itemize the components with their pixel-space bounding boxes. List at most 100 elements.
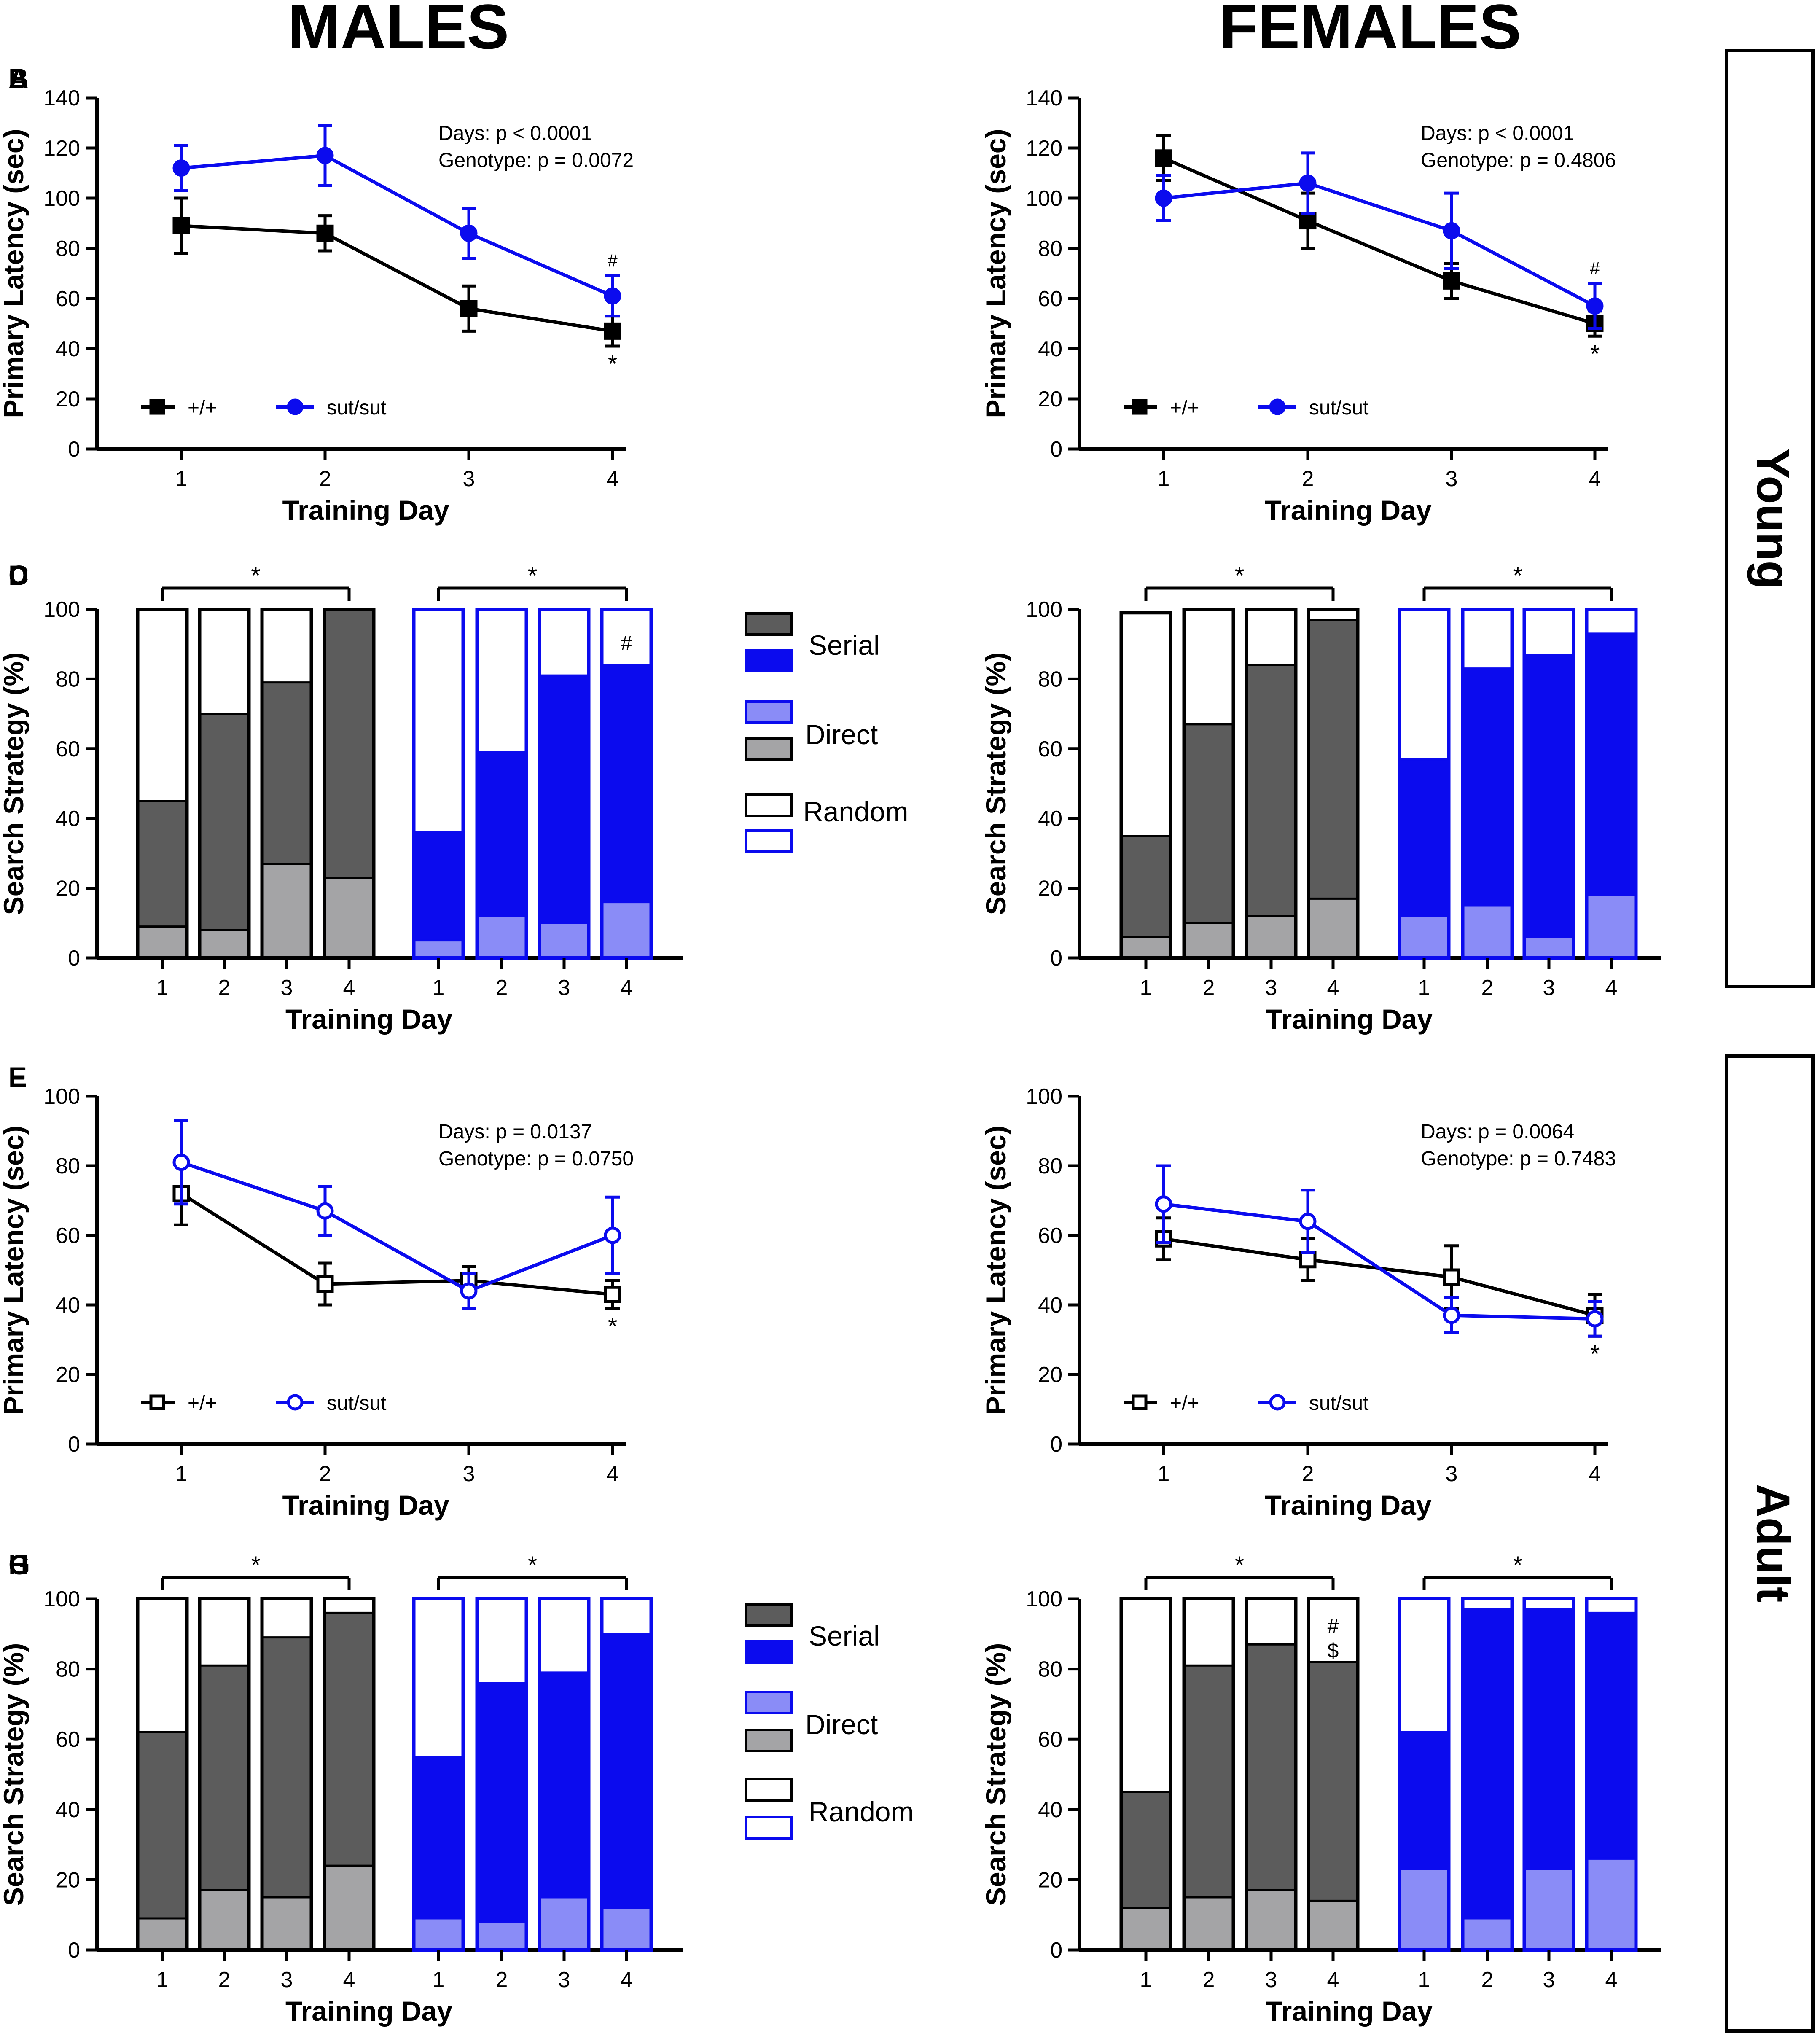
legend-label-sut: sut/sut (1309, 397, 1368, 419)
bar-serial (324, 1613, 374, 1866)
bar-group-wt: 1 2 3 4 * (136, 1552, 376, 1992)
data-point (1299, 1251, 1317, 1269)
x-tick-label: 3 (463, 1462, 475, 1486)
bar-direct (262, 1897, 312, 1950)
data-point (316, 147, 334, 164)
data-point (1299, 1213, 1317, 1230)
legend-label-sut: sut/sut (327, 397, 386, 419)
panel-a: A 0 20 40 60 80 100 120 140 Primary Latency (sec)… (0, 63, 634, 526)
series-wt (172, 1161, 621, 1310)
data-point (1299, 212, 1317, 230)
x-tick-label: 4 (621, 1968, 633, 1992)
x-tick-label: 4 (343, 976, 355, 1000)
stat-genotype-label: Genotype: (1421, 1148, 1520, 1170)
bar-serial (539, 675, 589, 923)
bar-serial (137, 801, 187, 927)
y-axis-title: Primary Latency (sec) (980, 1125, 1011, 1415)
y-tick-label: 120 (1026, 136, 1062, 161)
bar-serial (1184, 724, 1234, 923)
bar-random (1246, 1599, 1296, 1645)
bar-serial (199, 714, 249, 930)
y-tick-label: 100 (1026, 186, 1062, 211)
series-sut (172, 1119, 621, 1310)
y-axis-title: Search Strategy (%) (980, 652, 1011, 915)
bar-serial (414, 1756, 463, 1919)
legend-swatch-direct-sut (745, 700, 793, 724)
stat-days-label: Days: (438, 1121, 496, 1143)
y-axis-title: Search Strategy (%) (980, 1643, 1011, 1906)
series-line (181, 153, 613, 298)
bar-random (539, 609, 589, 676)
stat-days-p: p = 0.0064 (1478, 1121, 1574, 1143)
y-tick-label: 0 (1050, 946, 1062, 971)
x-tick-label: 3 (1543, 976, 1555, 1000)
x-tick-label: 3 (463, 467, 475, 491)
x-tick-label: 2 (1481, 1968, 1494, 1992)
legend-marker-sut (287, 398, 304, 415)
x-tick-label: 1 (1140, 976, 1152, 1000)
y-tick-label: 80 (1038, 1154, 1062, 1178)
x-tick-label: 3 (1265, 1968, 1277, 1992)
bar-serial (1184, 1665, 1234, 1898)
bar-direct (1462, 1918, 1512, 1950)
bar-group-sut: 1 2 3 4 * (412, 1552, 653, 1992)
stat-days-label: Days: (438, 122, 496, 145)
x-tick-label: 2 (496, 1968, 508, 1992)
y-axis-title: Primary Latency (sec) (0, 129, 29, 418)
panel-letter: D (8, 559, 29, 591)
bar-group-sut: 1 2 3 4 * (1398, 1552, 1638, 1992)
legend-label-wt: +/+ (1170, 397, 1199, 419)
stat-days: Days: p < 0.0001 (438, 122, 592, 145)
sig-star: * (1235, 562, 1245, 589)
y-tick-label: 40 (1038, 807, 1062, 831)
x-tick-label: 1 (433, 1968, 445, 1992)
y-axis-title: Search Strategy (%) (0, 1643, 29, 1906)
x-tick-label: 2 (1203, 1968, 1215, 1992)
legend-swatch-serial-sut (745, 1640, 793, 1664)
bar-direct (1586, 1858, 1636, 1950)
stat-genotype-p: p = 0.0750 (538, 1148, 634, 1170)
bar-direct (1121, 1908, 1171, 1950)
bar-random (1524, 1599, 1574, 1609)
legend-label-random: Random (803, 796, 908, 827)
bar-random (262, 609, 312, 683)
stat-days: Days: p = 0.0064 (1421, 1121, 1574, 1143)
y-tick-label: 140 (1026, 86, 1062, 110)
bar-direct (1462, 905, 1512, 958)
bar-random (324, 1599, 374, 1613)
stat-genotype: Genotype: p = 0.7483 (1421, 1148, 1616, 1170)
stat-genotype-label: Genotype: (1421, 149, 1520, 172)
sig-star: * (1513, 562, 1523, 589)
y-tick-label: 60 (1038, 1224, 1062, 1248)
series-sut (1155, 151, 1604, 330)
x-tick-label: 3 (1543, 1968, 1555, 1992)
y-tick-label: 80 (56, 1154, 80, 1178)
bar-serial (477, 1683, 527, 1922)
line-legend: +/+ sut/sut (141, 1392, 386, 1415)
data-point (316, 224, 334, 242)
stat-genotype-p: p = 0.0072 (538, 149, 634, 172)
significance-star: * (608, 1313, 618, 1340)
y-tick-label: 100 (43, 597, 80, 622)
x-tick-label: 3 (1446, 1462, 1458, 1486)
bar-direct (324, 1866, 374, 1950)
header-males: MALES (288, 0, 509, 62)
bar-direct (477, 1922, 527, 1950)
x-tick-label: 3 (281, 976, 293, 1000)
x-tick-label: 2 (1203, 976, 1215, 1000)
x-tick-label: 4 (1589, 467, 1601, 491)
x-tick-label: 1 (1158, 467, 1170, 491)
panel-letter: E (8, 1061, 27, 1092)
bar-serial (1524, 1609, 1574, 1869)
legend-marker-wt (1132, 1394, 1148, 1410)
data-point (1586, 1310, 1604, 1328)
legend-swatch-serial-wt (745, 1603, 793, 1627)
x-tick-label: 1 (175, 1462, 188, 1486)
y-tick-label: 0 (1050, 1432, 1062, 1457)
y-tick-label: 80 (1038, 237, 1062, 261)
bar-serial (1586, 1613, 1636, 1859)
y-tick-label: 40 (1038, 337, 1062, 361)
stat-days: Days: p < 0.0001 (1421, 122, 1574, 145)
